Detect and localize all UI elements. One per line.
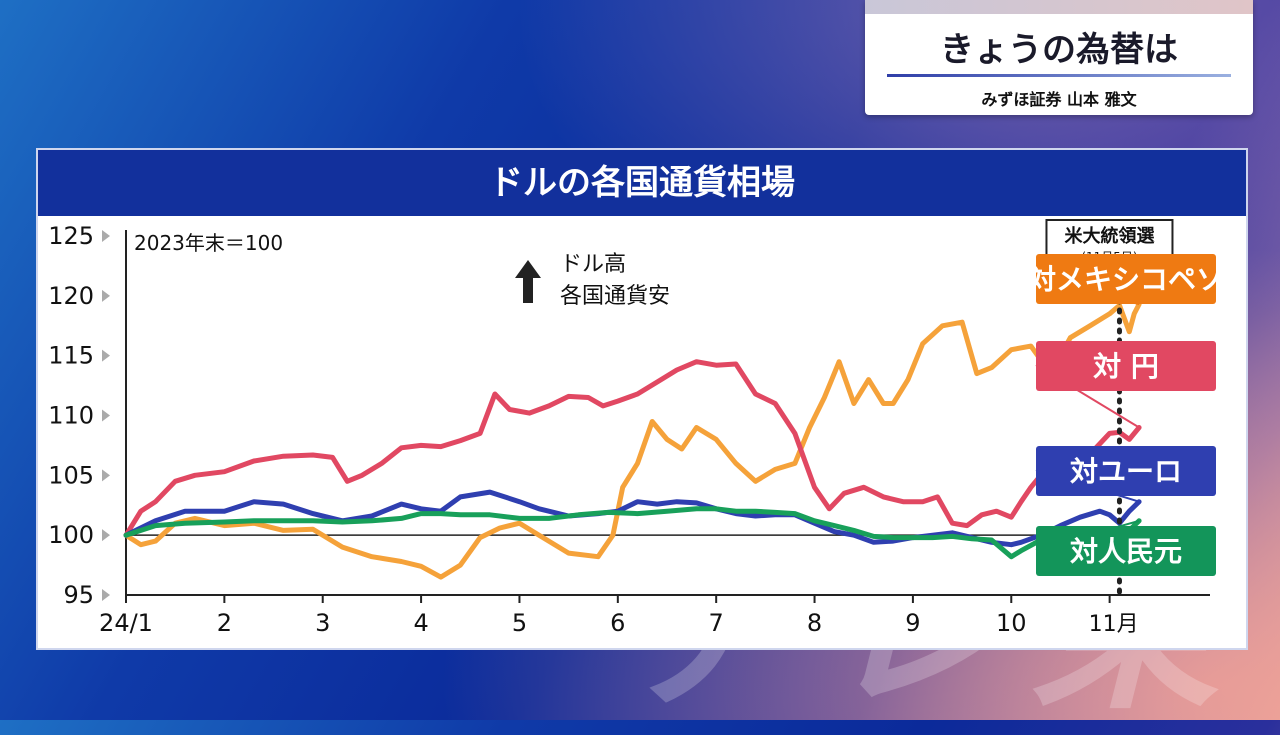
y-tick-marker	[102, 230, 110, 242]
series-label-box	[1036, 446, 1216, 496]
series-label-box	[1036, 254, 1216, 304]
y-tick-label: 100	[48, 521, 94, 549]
chart-svg: 95 100 105 110 115 120 125 24/1 2 3 4 5 6 7 8 9 10 11月 米大統…	[48, 219, 1224, 637]
series-line	[123, 301, 1142, 580]
x-tick-label: 7	[709, 609, 724, 637]
x-tick-label: 6	[610, 609, 625, 637]
baseline-note: 2023年末＝100	[134, 231, 283, 255]
title-card-topbar	[865, 0, 1253, 14]
series-line	[123, 359, 1142, 538]
title-underline	[887, 74, 1231, 77]
y-tick-label: 115	[48, 342, 94, 370]
series-label: 対ユーロ	[1070, 455, 1182, 488]
direction-note-line2: 各国通貨安	[560, 284, 670, 309]
x-tick-label: 10	[996, 609, 1027, 637]
x-tick-label: 4	[413, 609, 428, 637]
series-label: 対人民元	[1070, 535, 1182, 568]
direction-note-line1: ドル高	[560, 252, 626, 277]
y-tick-marker	[102, 589, 110, 601]
program-title: きょうの為替は	[940, 30, 1178, 70]
x-tick-label: 5	[512, 609, 527, 637]
x-tick-label: 8	[807, 609, 822, 637]
y-tick-label: 110	[48, 402, 94, 430]
x-tick-label: 11月	[1089, 612, 1139, 637]
x-tick-label: 3	[315, 609, 330, 637]
y-tick-label: 95	[63, 581, 94, 609]
y-tick-marker	[102, 529, 110, 542]
series-label-box	[1036, 341, 1216, 391]
chart-title: ドルの各国通貨相場	[38, 150, 1246, 216]
y-tick-marker	[102, 469, 110, 482]
y-tick-label: 120	[48, 282, 94, 310]
x-tick-label: 2	[217, 609, 232, 637]
y-tick-label: 125	[48, 222, 94, 250]
series-label: 対 円	[1093, 350, 1159, 383]
y-tick-marker	[102, 289, 110, 302]
x-tick-label: 9	[905, 609, 920, 637]
y-tick-marker	[102, 349, 110, 362]
up-arrow-shaft	[523, 277, 533, 303]
commentator-name: みずほ証券 山本 雅文	[981, 90, 1137, 109]
up-arrow-icon	[515, 260, 541, 278]
series-label: 対メキシコペソ	[1028, 263, 1224, 296]
election-label: 米大統領選	[1064, 225, 1154, 247]
chart-panel: ドルの各国通貨相場 95 100 105 110 115 120 125 24/1 2 3 4 5 6 7…	[36, 148, 1248, 650]
series-label-box	[1036, 526, 1216, 576]
program-title-card: きょうの為替は みずほ証券 山本 雅文	[865, 0, 1253, 115]
series-line	[123, 506, 1142, 560]
x-tick-label: 24/1	[99, 609, 153, 637]
y-tick-marker	[102, 409, 110, 422]
y-tick-label: 105	[48, 461, 94, 489]
